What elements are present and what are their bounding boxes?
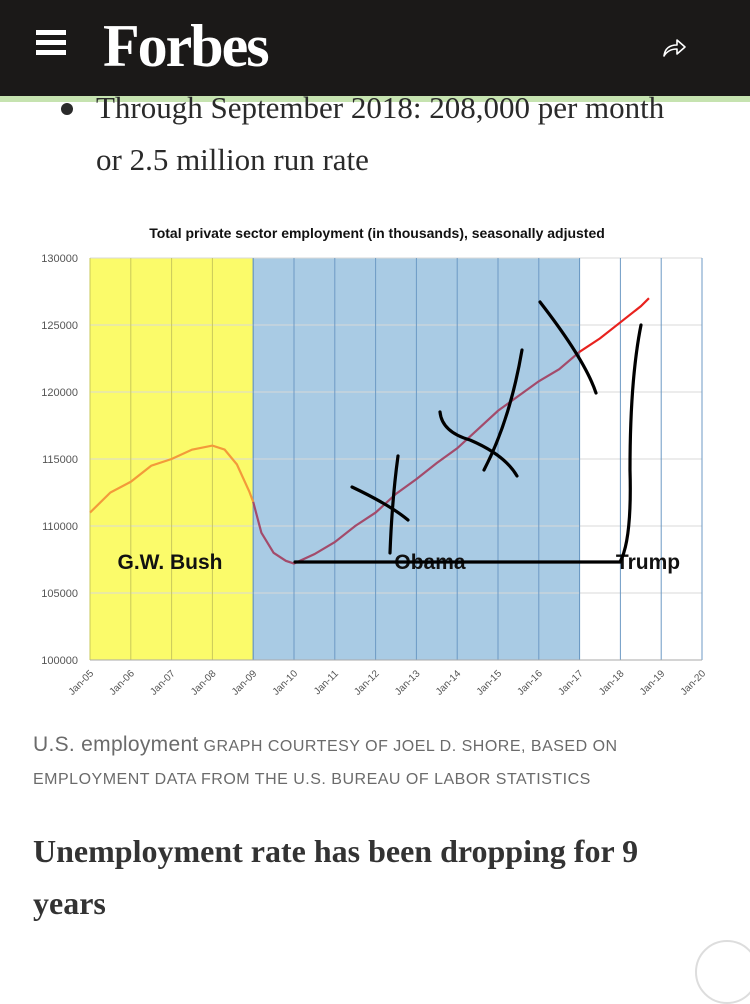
- region-label: G.W. Bush: [118, 551, 223, 574]
- series-line-1: [89, 444, 255, 514]
- y-tick-label: 130000: [41, 253, 78, 265]
- y-tick-label: 100000: [41, 655, 78, 667]
- forbes-logo[interactable]: Forbes: [103, 13, 270, 79]
- header-accent-strip: [0, 96, 750, 102]
- caption-credit: GRAPH COURTESY OF JOEL D. SHORE, BASED O…: [33, 738, 618, 788]
- hamburger-menu-icon[interactable]: [36, 30, 66, 56]
- region-label: Trump: [616, 551, 680, 574]
- handwritten-annotation: [350, 485, 410, 522]
- top-navigation-bar: [0, 0, 750, 96]
- share-arrow-icon[interactable]: [660, 34, 688, 62]
- handwritten-annotation: [482, 348, 524, 472]
- y-tick-label: 120000: [41, 387, 78, 399]
- y-tick-label: 110000: [42, 521, 78, 533]
- handwritten-annotation: [388, 454, 400, 555]
- series-line-3: [578, 297, 650, 353]
- section-heading: Unemployment rate has been dropping for …: [33, 833, 639, 921]
- y-tick-label: 125000: [41, 320, 78, 332]
- employment-chart: Total private sector employment (in thou…: [41, 225, 709, 698]
- series-line-2: [252, 350, 581, 565]
- y-tick-label: 105000: [41, 588, 78, 600]
- bullet-icon: [61, 103, 73, 115]
- y-tick-label: 115000: [42, 454, 78, 466]
- handwritten-annotation: [538, 300, 598, 395]
- chart-title: Total private sector employment (in thou…: [149, 225, 605, 241]
- image-caption: U.S. employment GRAPH COURTESY OF JOEL D…: [33, 728, 723, 796]
- handwritten-annotation: [438, 410, 519, 478]
- handwritten-annotation: [293, 323, 643, 564]
- caption-title: U.S. employment: [33, 733, 199, 756]
- floating-action-button[interactable]: [695, 940, 750, 1004]
- bullet-text: Through September 2018: 208,000 per mont…: [96, 90, 665, 177]
